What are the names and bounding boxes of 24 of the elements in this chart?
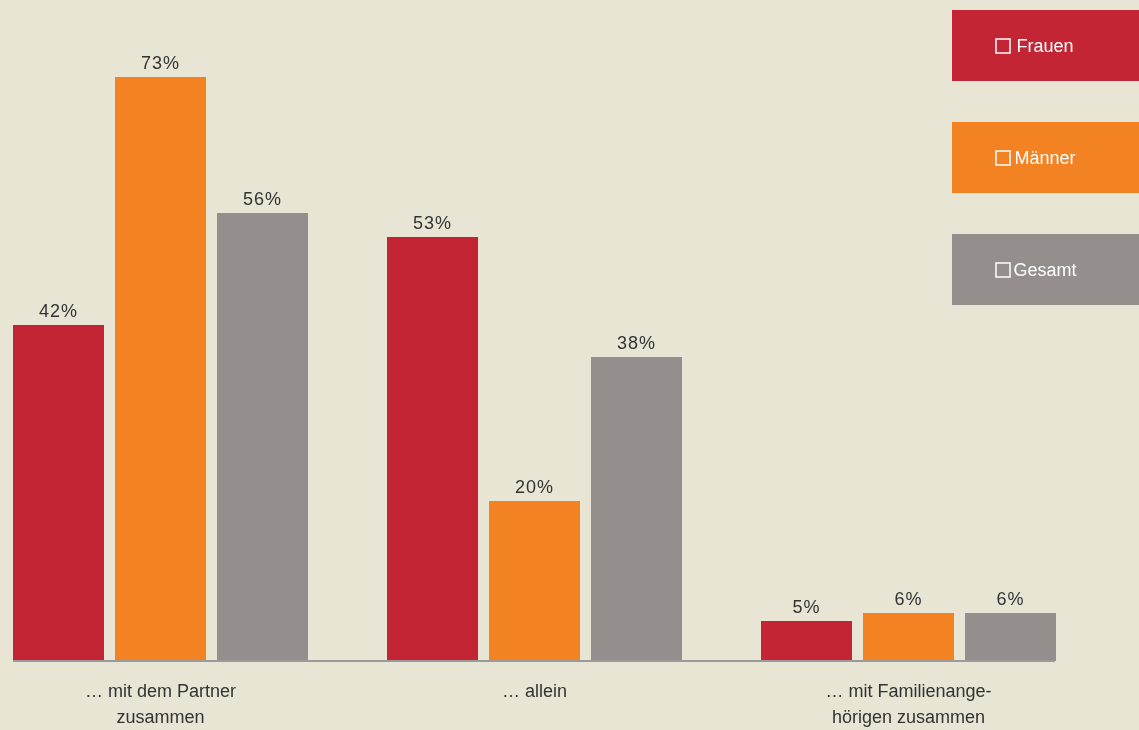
- bar: [217, 213, 308, 661]
- bar: [965, 613, 1056, 661]
- data-label: 6%: [894, 589, 923, 609]
- legend-label: Gesamt: [1013, 260, 1077, 280]
- data-label: 5%: [792, 597, 821, 617]
- bar: [489, 501, 580, 661]
- bar: [591, 357, 682, 661]
- data-label: 20%: [514, 477, 555, 497]
- bar: [761, 621, 852, 661]
- x-tick-label: … mit Familienange- hörigen zusammen: [825, 681, 992, 727]
- data-label: 38%: [616, 333, 657, 353]
- data-label: 6%: [996, 589, 1025, 609]
- data-label: 42%: [38, 301, 79, 321]
- legend-label: Männer: [1014, 148, 1076, 168]
- data-label: 53%: [412, 213, 453, 233]
- bar: [387, 237, 478, 661]
- bar: [863, 613, 954, 661]
- x-tick-label: … mit dem Partner zusammen: [84, 681, 237, 727]
- x-tick-label: … allein: [501, 681, 568, 701]
- data-label: 73%: [140, 53, 181, 73]
- data-label: 56%: [242, 189, 283, 209]
- legend-label: Frauen: [1016, 36, 1074, 56]
- bar: [13, 325, 104, 661]
- bar: [115, 77, 206, 661]
